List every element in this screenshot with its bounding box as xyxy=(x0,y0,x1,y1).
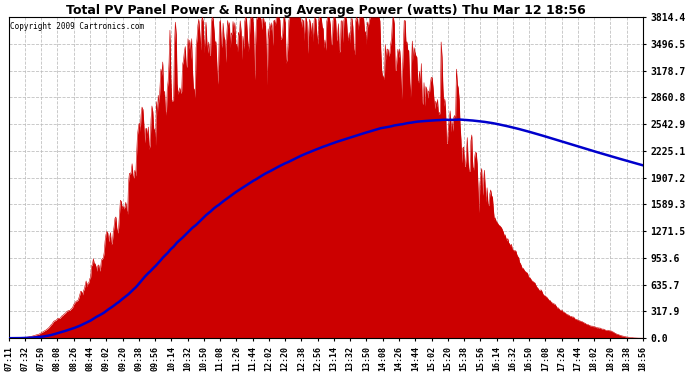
Text: Copyright 2009 Cartronics.com: Copyright 2009 Cartronics.com xyxy=(10,22,144,31)
Title: Total PV Panel Power & Running Average Power (watts) Thu Mar 12 18:56: Total PV Panel Power & Running Average P… xyxy=(66,4,586,17)
